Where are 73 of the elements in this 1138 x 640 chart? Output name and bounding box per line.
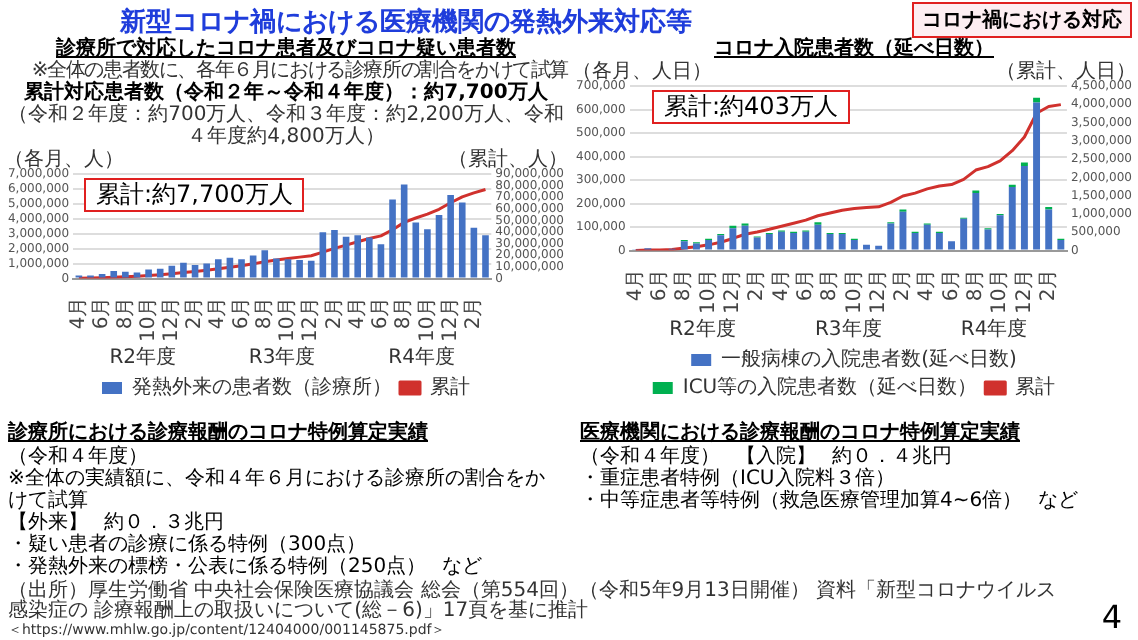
x-tick-label: 12月 xyxy=(161,296,184,343)
chart-title: 診療所で対応したコロナ患者及びコロナ疑い患者数 xyxy=(53,38,518,60)
x-tick-label: 8月 xyxy=(819,268,842,302)
x-tick-label: 10月 xyxy=(989,268,1012,315)
text: ・重症患者特例（ICU入院料３倍） xyxy=(580,468,895,490)
x-tick-label: 4月 xyxy=(916,268,939,302)
text: ※全体の患者数に、各年６月における診療所の割合をかけて試算 xyxy=(29,60,568,82)
x-tick-label: 8月 xyxy=(393,296,416,330)
x-tick-label: 4月 xyxy=(770,268,793,302)
x-tick-label: 2月 xyxy=(323,296,346,330)
x-tick-label: 4月 xyxy=(346,296,369,330)
text: （出所）厚生労働省 中央社会保険医療協議会 総会（第554回）（令和5年9月13日開催） 資料「新型コロナウイルス感染症の 診療報酬上の取扱いについて(総－6)」17頁を基に推計 xyxy=(8,579,1059,623)
x-tick-label: 12月 xyxy=(867,268,890,315)
x-tick-label: 2月 xyxy=(1037,268,1060,302)
text: 【外来】 xyxy=(8,512,88,534)
legend-label: 累計 xyxy=(430,375,470,400)
x-tick-label: 6月 xyxy=(649,268,672,302)
x-tick-label: 8月 xyxy=(965,268,988,302)
text: ※全体の実績額に、令和４年６月における診療所の割合をかけて試算 xyxy=(8,468,547,512)
x-tick-label: 12月 xyxy=(1013,268,1036,315)
text: R4年度 xyxy=(960,317,1028,342)
x-tick-label: 8月 xyxy=(673,268,696,302)
text: R4年度 xyxy=(388,345,455,370)
chart-subtitle: 累計対応患者数（令和２年～令和４年度）：約7,700万人 xyxy=(22,82,548,104)
text: 診療所における診療報酬のコロナ特例算定実績 xyxy=(8,422,430,444)
x-tick-label: 10月 xyxy=(843,268,866,315)
text: 約０．４兆円 xyxy=(832,446,952,468)
text: R2年度 xyxy=(669,317,736,342)
text: など xyxy=(442,556,483,578)
chart-title: コロナ入院患者数（延べ日数） xyxy=(712,38,996,60)
legend-label: 累計 xyxy=(1015,375,1056,400)
x-tick-label: 10月 xyxy=(416,296,439,343)
text: コロナ禍における対応 xyxy=(912,2,1132,38)
text: R3年度 xyxy=(814,317,882,342)
text: 4 xyxy=(1101,598,1122,636)
text: ・発熱外来の標榜・公表に係る特例（250点） xyxy=(8,556,427,578)
text: 約０．３兆円 xyxy=(104,512,224,534)
text: （令和４年度） xyxy=(580,446,720,468)
annotation: 累計:約403万人 xyxy=(652,90,850,125)
text: （令和２年度：約700万人、令和３年度：約2,200万人、令和４年度約4,800万人） xyxy=(6,104,566,148)
text: （令和４年度） xyxy=(8,446,148,468)
legend-label: 発熱外来の患者数（診療所） xyxy=(132,375,392,400)
x-tick-label: 6月 xyxy=(370,296,393,330)
x-tick-label: 8月 xyxy=(253,296,276,330)
x-tick-label: 8月 xyxy=(114,296,137,330)
x-tick-label: 10月 xyxy=(137,296,160,343)
legend-label: ICU等の入院患者数（延べ日数） xyxy=(682,375,978,400)
text: ・中等症患者等特例（救急医療管理加算4~6倍） xyxy=(580,490,1023,512)
text: ・疑い患者の診療に係る特例（300点） xyxy=(8,534,367,556)
x-tick-label: 2月 xyxy=(892,268,915,302)
x-tick-label: 10月 xyxy=(697,268,720,315)
text: など xyxy=(1038,490,1079,512)
x-tick-label: 12月 xyxy=(439,296,462,343)
text: R2年度 xyxy=(109,345,177,370)
text: 【入院】 xyxy=(736,446,816,468)
x-tick-label: 2月 xyxy=(746,268,769,302)
x-tick-label: 2月 xyxy=(463,296,486,330)
x-tick-label: 10月 xyxy=(277,296,300,343)
text: 新型コロナ禍における医療機関の発熱外来対応等 xyxy=(120,5,692,38)
x-tick-label: 12月 xyxy=(300,296,323,343)
x-tick-label: 6月 xyxy=(940,268,963,302)
text: R3年度 xyxy=(248,345,316,370)
legend-label: 一般病棟の入院患者数(延べ日数) xyxy=(721,347,1017,372)
annotation: 累計:約7,700万人 xyxy=(84,178,305,213)
x-tick-label: 6月 xyxy=(794,268,817,302)
x-tick-label: 4月 xyxy=(624,268,647,302)
x-tick-label: 6月 xyxy=(230,296,253,330)
x-tick-label: 2月 xyxy=(184,296,207,330)
x-tick-label: 4月 xyxy=(207,296,230,330)
x-tick-label: 4月 xyxy=(68,296,91,330)
x-tick-label: 6月 xyxy=(91,296,114,330)
text: 医療機関における診療報酬のコロナ特例算定実績 xyxy=(580,422,1022,444)
x-tick-label: 12月 xyxy=(722,268,745,315)
